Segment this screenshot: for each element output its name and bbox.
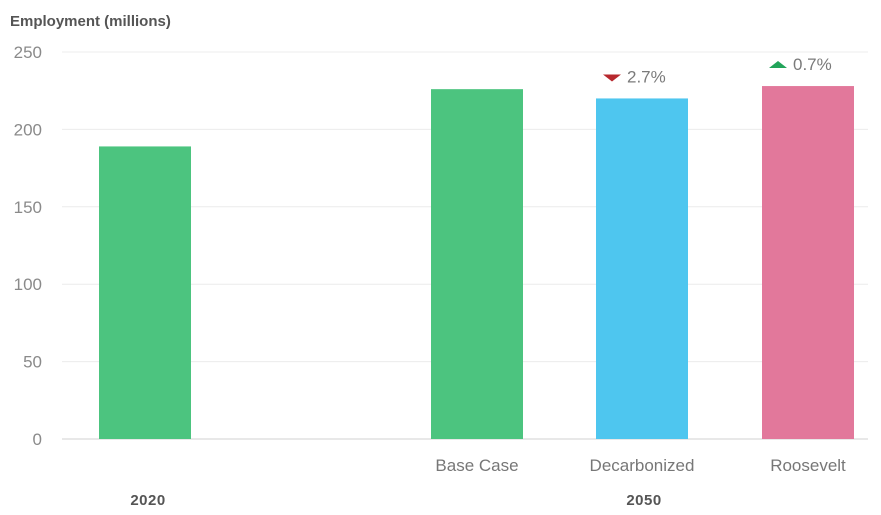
- triangle-up-icon: [769, 61, 787, 69]
- labels: 0 50 100 150 200 250 Base Case Decarbonized Roos…: [14, 43, 846, 509]
- y-tick-label: 50: [23, 353, 42, 372]
- bar-roosevelt: [762, 86, 854, 439]
- triangle-down-icon: [603, 74, 621, 82]
- group-label: 2020: [130, 492, 165, 509]
- y-tick-label: 0: [33, 430, 42, 449]
- x-tick-label: Roosevelt: [770, 456, 846, 475]
- x-tick-label: Decarbonized: [590, 456, 695, 475]
- y-tick-label: 100: [14, 275, 42, 294]
- change-annotation: 0.7%: [793, 55, 832, 74]
- y-tick-label: 250: [14, 43, 42, 62]
- y-tick-label: 200: [14, 120, 42, 139]
- group-label: 2050: [626, 492, 661, 509]
- bar-decarbonized: [596, 98, 688, 439]
- bar-group-0: [99, 146, 191, 440]
- x-tick-label: Base Case: [435, 456, 518, 475]
- y-tick-label: 150: [14, 198, 42, 217]
- bar-base-case: [431, 89, 523, 439]
- change-annotation: 2.7%: [627, 67, 666, 86]
- bars: [99, 86, 854, 440]
- y-axis-label: Employment (millions): [10, 13, 171, 30]
